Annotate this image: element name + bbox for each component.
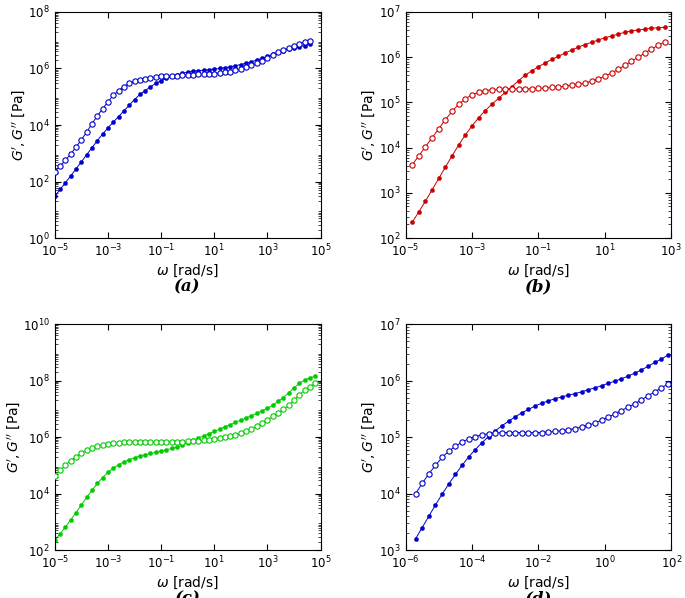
X-axis label: $\omega$ [rad/s]: $\omega$ [rad/s]: [156, 263, 219, 279]
Text: (b): (b): [525, 279, 552, 296]
X-axis label: $\omega$ [rad/s]: $\omega$ [rad/s]: [507, 575, 570, 591]
Y-axis label: $G', G''$ [Pa]: $G', G''$ [Pa]: [10, 89, 27, 161]
X-axis label: $\omega$ [rad/s]: $\omega$ [rad/s]: [507, 263, 570, 279]
Text: (c): (c): [175, 591, 201, 598]
Text: (d): (d): [525, 591, 552, 598]
Y-axis label: $G', G''$ [Pa]: $G', G''$ [Pa]: [5, 401, 22, 473]
Y-axis label: $G', G''$ [Pa]: $G', G''$ [Pa]: [361, 89, 377, 161]
X-axis label: $\omega$ [rad/s]: $\omega$ [rad/s]: [156, 575, 219, 591]
Y-axis label: $G', G''$ [Pa]: $G', G''$ [Pa]: [361, 401, 377, 473]
Text: (a): (a): [175, 279, 201, 296]
